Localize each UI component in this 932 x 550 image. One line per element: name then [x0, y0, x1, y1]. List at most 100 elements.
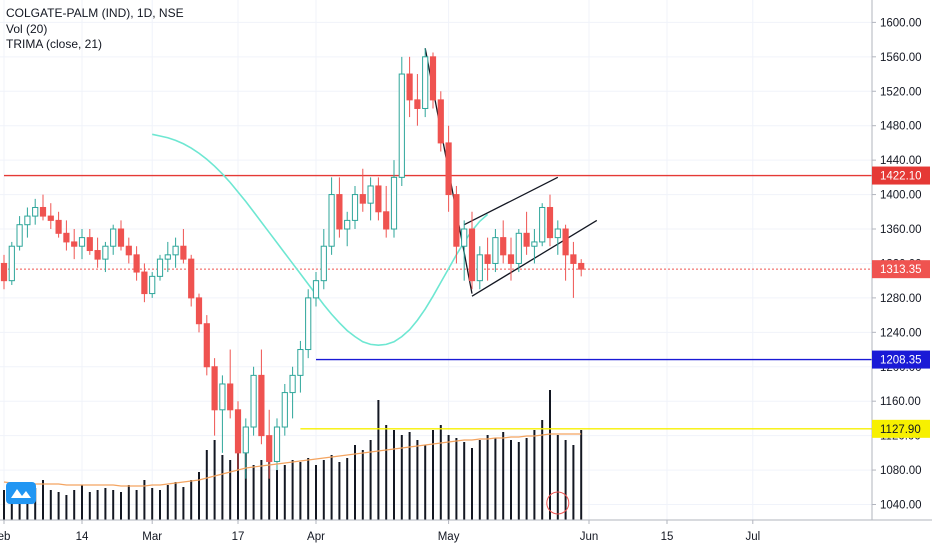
candle-body — [289, 374, 296, 394]
candle-body — [141, 271, 148, 295]
candle-body — [484, 254, 491, 264]
volume-ma-layer — [3, 433, 582, 487]
candle-body — [515, 232, 522, 264]
candle-body — [55, 219, 62, 234]
y-tick-label: 1280.00 — [880, 293, 922, 305]
time-axis[interactable]: eb 14 Mar 17 Apr May Jun 15 Jul — [0, 519, 932, 543]
candle-body — [507, 254, 515, 264]
candle-body — [554, 228, 561, 239]
candle-body — [359, 194, 366, 204]
candle-body — [383, 211, 390, 230]
symbol-title[interactable]: COLGATE-PALM (IND), 1D, NSE — [6, 6, 184, 20]
candle-body — [234, 409, 242, 454]
candle-body — [429, 56, 437, 101]
candle-body — [63, 232, 70, 243]
candle-body — [562, 228, 569, 256]
candle-body — [390, 176, 398, 230]
candle-body — [375, 185, 382, 213]
candle-body — [445, 142, 452, 196]
volume-bars — [3, 390, 583, 520]
candle-body — [164, 254, 171, 260]
candle-body — [86, 237, 93, 252]
price-tag-label: 1208.35 — [880, 355, 922, 367]
candle-body — [453, 194, 460, 247]
logo-mark — [11, 489, 31, 498]
candle-body — [437, 99, 444, 144]
candle-body — [344, 219, 351, 230]
tradingview-logo-icon[interactable] — [6, 482, 36, 504]
candle-body — [476, 254, 483, 282]
candle-body — [570, 254, 577, 264]
y-tick-label: 1600.00 — [880, 17, 922, 29]
candle-body — [492, 237, 499, 264]
candle-body — [71, 241, 78, 247]
candle-body — [195, 297, 203, 325]
candle-body — [125, 245, 132, 256]
x-tick-label: Jul — [745, 531, 760, 543]
candle-body — [336, 194, 343, 230]
price-tag — [872, 350, 930, 369]
candle-body — [172, 245, 179, 256]
candle-body — [219, 383, 226, 411]
candle-body — [250, 374, 257, 428]
candle-body — [281, 392, 288, 428]
candle-body — [367, 185, 374, 204]
candle-body — [16, 224, 23, 247]
candle-body — [0, 262, 8, 282]
x-tick-label: 15 — [661, 531, 674, 543]
volume-indicator-label[interactable]: Vol (20) — [6, 21, 48, 36]
candle-body — [398, 73, 405, 178]
y-tick-label: 1560.00 — [880, 52, 922, 64]
trima-line — [152, 133, 489, 347]
candle-body — [39, 206, 47, 217]
candle-body — [258, 374, 265, 437]
x-tick-label: eb — [0, 531, 10, 543]
trima-indicator-label[interactable]: TRIMA (close, 21) — [6, 37, 103, 51]
candle-body — [305, 297, 312, 351]
y-tick-label: 1520.00 — [880, 86, 922, 98]
candle-body — [133, 254, 140, 273]
candle-body — [406, 73, 413, 101]
price-tags: 1422.10 1313.35 1208.35 1127.90 — [872, 166, 930, 438]
price-tag — [872, 166, 930, 185]
candle-body — [523, 232, 530, 247]
x-tick-label: 14 — [76, 531, 89, 543]
candle-body — [149, 275, 156, 295]
y-tick-label: 1240.00 — [880, 327, 922, 339]
candle-body — [47, 215, 54, 221]
candle-body — [351, 194, 359, 221]
y-tick-label: 1040.00 — [880, 500, 922, 512]
candle-body — [180, 245, 187, 260]
candle-body — [156, 258, 164, 277]
x-tick-label: 17 — [232, 531, 245, 543]
y-tick-label: 1480.00 — [880, 121, 922, 133]
candle-body — [32, 206, 39, 217]
candle-body — [211, 366, 218, 411]
candle-body — [24, 215, 31, 226]
candle-body — [539, 206, 546, 243]
x-tick-label: Mar — [142, 531, 162, 543]
candle-body — [266, 435, 273, 462]
candle-body — [188, 258, 195, 299]
candle-body — [500, 237, 507, 256]
x-tick-label: Jun — [580, 531, 599, 543]
x-tick-label: May — [438, 531, 460, 543]
price-tag — [872, 260, 930, 279]
highlight-circle[interactable] — [546, 491, 570, 515]
price-tag-label: 1313.35 — [880, 264, 922, 276]
y-tick-label: 1080.00 — [880, 465, 922, 477]
candle-body — [102, 245, 109, 260]
candle-body — [8, 245, 15, 282]
channel-upper-line[interactable] — [463, 176, 559, 226]
candle-body — [117, 228, 125, 247]
candle-body — [297, 349, 304, 376]
candle-body — [312, 280, 320, 299]
y-tick-label: 1400.00 — [880, 190, 922, 202]
horizontal-levels[interactable] — [4, 174, 872, 430]
price-tag — [872, 419, 930, 438]
y-tick-label: 1160.00 — [880, 396, 921, 408]
candlesticks — [0, 48, 585, 479]
candle-body — [468, 228, 476, 282]
